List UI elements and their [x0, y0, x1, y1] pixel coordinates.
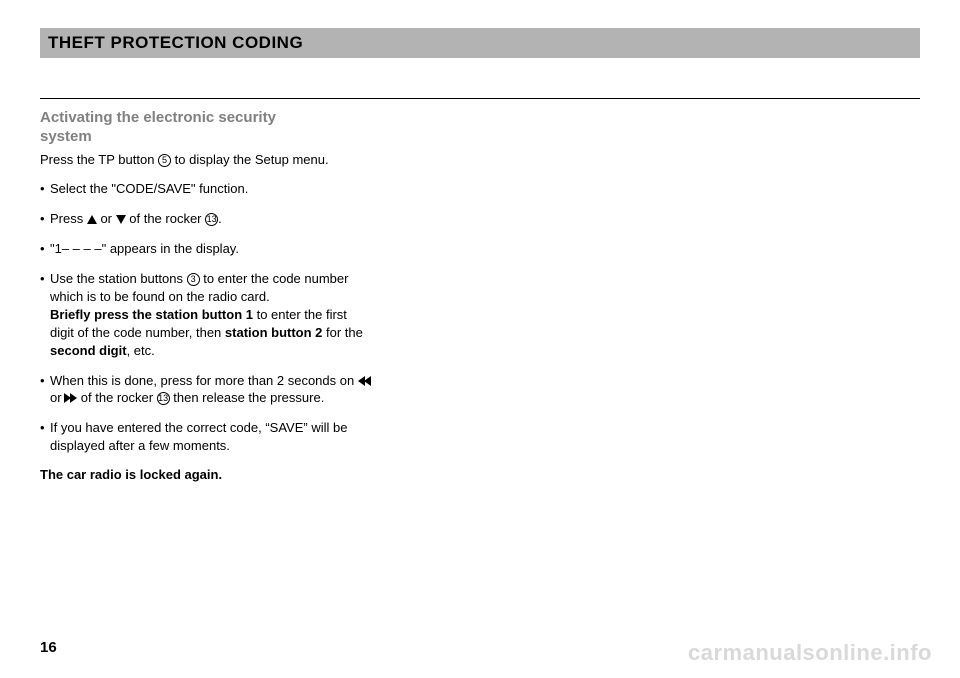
intro-post: to display the Setup menu.: [171, 152, 329, 167]
subhead-line2: system: [40, 128, 92, 145]
step-3-text: "1– – – –" appears in the display.: [50, 241, 239, 256]
step-4: Use the station buttons 3 to enter the c…: [40, 270, 370, 360]
triangle-up-icon: [87, 215, 97, 224]
step-2-post: of the rocker: [126, 211, 205, 226]
triangle-down-icon: [116, 215, 126, 224]
intro-pre: Press the TP button: [40, 152, 158, 167]
step-2-end: .: [218, 211, 222, 226]
step-4-bold2: station button 2: [225, 325, 323, 340]
step-1-text: Select the "CODE/SAVE" function.: [50, 181, 248, 196]
step-4-bold3: second digit: [50, 343, 127, 358]
ref-13-icon: 13: [205, 213, 218, 226]
rewind-icon: [358, 376, 370, 386]
step-2: Press or of the rocker 13.: [40, 210, 370, 228]
ref-13b-icon: 13: [157, 392, 170, 405]
step-6: If you have entered the correct code, “S…: [40, 419, 370, 455]
ref-5-icon: 5: [158, 154, 171, 167]
divider: [40, 98, 920, 99]
step-5-pre: When this is done, press for more than 2…: [50, 373, 358, 388]
content-column: Activating the electronic security syste…: [40, 109, 370, 482]
fast-forward-icon: [65, 393, 77, 403]
step-1: Select the "CODE/SAVE" function.: [40, 180, 370, 198]
step-2-mid: or: [97, 211, 116, 226]
watermark: carmanualsonline.info: [688, 640, 932, 666]
ref-3-icon: 3: [187, 273, 200, 286]
step-5-post: of the rocker: [77, 390, 156, 405]
step-5-mid: or: [50, 390, 65, 405]
step-4-bold1: Briefly press the station button 1: [50, 307, 253, 322]
step-3: "1– – – –" appears in the display.: [40, 240, 370, 258]
step-4-pre: Use the station buttons: [50, 271, 187, 286]
section-subhead: Activating the electronic security syste…: [40, 109, 370, 147]
header-title: THEFT PROTECTION CODING: [48, 33, 303, 53]
subhead-line1: Activating the electronic security: [40, 109, 276, 126]
step-5-end: then release the pressure.: [170, 390, 325, 405]
step-2-pre: Press: [50, 211, 87, 226]
page-number: 16: [40, 639, 57, 656]
intro-text: Press the TP button 5 to display the Set…: [40, 151, 370, 169]
steps-list: Select the "CODE/SAVE" function. Press o…: [40, 180, 370, 455]
step-6-text: If you have entered the correct code, “S…: [50, 420, 347, 453]
step-4-mid2: for the: [322, 325, 362, 340]
step-5: When this is done, press for more than 2…: [40, 372, 370, 408]
closing-text: The car radio is locked again.: [40, 467, 370, 482]
header-bar: THEFT PROTECTION CODING: [40, 28, 920, 58]
page: THEFT PROTECTION CODING Activating the e…: [0, 0, 960, 678]
step-4-end: , etc.: [127, 343, 155, 358]
